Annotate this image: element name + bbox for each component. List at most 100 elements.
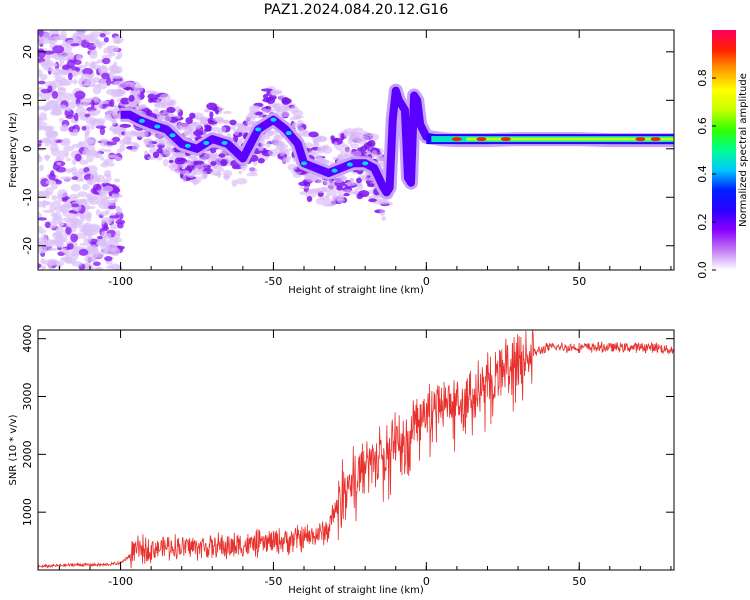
spectrogram-noise-blob [47,85,53,93]
spectrogram-halo-blob [120,97,131,105]
spectrogram-y-axis-label: Frequency (Hz) [8,112,19,188]
spectrogram-halo-blob [218,153,226,158]
spectrogram-halo-blob [291,123,302,128]
spectrogram-noise-blob [107,154,119,159]
spectrogram-hot-spot [285,131,292,136]
spectrogram-hot-spot [154,124,161,129]
spectrogram-halo-blob [145,141,153,148]
spectrogram-noise-blob [43,259,56,266]
spectrogram-noise-blob [90,99,95,108]
spectrogram-noise-blob [46,60,54,66]
spectrogram-noise-blob [102,57,111,65]
spectrogram-halo-blob [323,179,335,187]
spectrogram-noise-blob [95,40,106,46]
spectrogram-halo-blob [331,195,338,200]
spectrogram-halo-blob [279,148,286,157]
spectrogram-noise-blob [78,83,90,87]
spectrogram-y-tick-label: -10 [21,188,34,206]
spectrogram-noise-blob [62,92,73,98]
colorbar-gradient [712,30,736,270]
snr-y-tick-label: 2000 [21,440,34,468]
spectrogram-halo-blob [349,143,360,149]
spectrogram-noise-blob [105,209,111,214]
spectrogram-halo-blob [352,127,364,132]
spectrogram-halo-blob [268,149,279,157]
spectrogram-halo-blob [257,157,265,164]
spectrogram-noise-blob [38,237,45,246]
spectrogram-halo-blob [279,111,291,118]
spectrogram-halo-blob [119,143,126,152]
spectrogram-noise-blob [49,143,59,152]
spectrogram-noise-blob [55,260,65,267]
spectrogram-noise-blob [94,105,99,109]
spectrogram-noise-blob [62,106,71,111]
spectrogram-noise-blob [89,172,97,180]
snr-x-tick-label: -50 [264,575,282,588]
spectrogram-halo-blob [229,119,237,126]
spectrogram-noise-blob [58,150,70,156]
spectrogram-noise-blob [38,80,46,85]
spectrogram-noise-blob [60,247,68,253]
spectrogram-noise-blob [106,232,112,239]
spectrogram-noise-blob [104,246,111,255]
spectrogram-halo-blob [206,102,218,111]
spectrogram-x-tick-label: -50 [264,275,282,288]
spectrogram-halo-blob [237,123,244,130]
colorbar-tick-label: 0.0 [696,261,709,279]
spectrogram-halo-blob [248,105,261,113]
spectrogram-noise-blob [107,205,117,210]
spectrogram-noise-blob [109,98,115,108]
spectrogram-noise-blob [51,194,58,201]
spectrogram-hot-spot [184,143,191,148]
spectrogram-peak [476,137,487,142]
spectrogram-noise-blob [115,230,121,237]
spectrogram-noise-blob [75,30,88,34]
spectrogram-peak [451,137,462,142]
spectrogram-noise-blob [97,103,103,109]
spectrogram-noise-blob [56,154,65,161]
spectrogram-halo-blob [246,118,252,126]
spectrogram-halo-blob [366,141,373,147]
spectrogram-noise-blob [74,153,82,162]
spectrogram-noise-blob [50,212,59,218]
spectrogram-halo-blob [188,126,197,131]
spectrogram-halo-blob [319,196,330,201]
spectrogram-noise-blob [82,67,94,76]
spectrogram-y-tick-label: -20 [21,237,34,255]
spectrogram-halo-blob [143,150,149,156]
spectrogram-tone-band-inner [466,137,674,141]
spectrogram-halo-blob [213,152,219,158]
spectrogram-x-tick-label: -100 [108,275,133,288]
spectrogram-ridge [120,83,674,200]
spectrogram-halo-blob [333,141,339,149]
spectrogram-halo-blob [338,153,343,162]
spectrogram-halo-blob [202,171,208,178]
spectrogram-halo-blob [226,133,232,137]
spectrogram-halo-blob [278,106,291,112]
spectrogram-noise-blob [100,72,110,80]
spectrogram-halo-blob [336,146,342,151]
spectrogram-halo-blob [311,176,318,182]
spectrogram-noise-blob [95,125,107,129]
spectrogram-halo-blob [186,159,191,165]
spectrogram-noise-blob [112,136,120,143]
spectrogram-noise-blob [75,199,88,203]
spectrogram-halo-blob [299,191,308,196]
spectrogram-noise-blob [63,176,72,182]
spectrogram-halo-blob [180,170,190,175]
spectrogram-halo-blob [341,144,349,149]
spectrogram-halo-blob [193,164,205,173]
spectrogram-noise-blob [39,164,44,172]
spectrogram-noise-blob [50,68,63,76]
spectrogram-halo-blob [210,169,220,176]
spectrogram-noise-blob [40,92,52,101]
spectrogram-noise-blob [38,30,44,37]
spectrogram-halo-blob [193,129,204,137]
spectrogram-noise-blob [38,36,43,44]
spectrogram-noise-blob [38,228,47,234]
spectrogram-halo-blob [323,144,330,150]
spectrogram-noise-blob [71,176,79,181]
spectrogram-noise-blob [92,76,100,84]
spectrogram-halo-blob [289,117,298,121]
